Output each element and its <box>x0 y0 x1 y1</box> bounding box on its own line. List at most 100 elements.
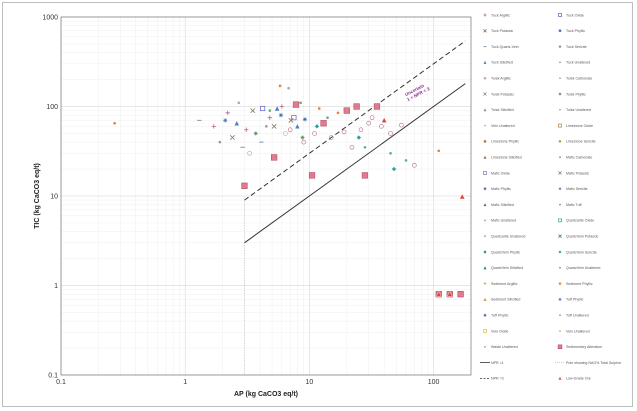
npr-1-line <box>244 83 466 244</box>
data-point <box>292 101 300 108</box>
legend-item: Vein Unaltered <box>559 329 590 333</box>
legend-label: Tuisk Argillic <box>491 77 511 81</box>
legend-marker <box>483 313 487 317</box>
legend-marker <box>483 13 487 17</box>
legend-marker <box>484 345 486 348</box>
legend-marker <box>484 235 486 238</box>
legend-item: Tuisk Potassic <box>483 92 514 96</box>
legend-marker <box>558 187 562 191</box>
legend-item: Limestone Oxide <box>558 123 593 128</box>
data-point <box>229 135 235 141</box>
data-point <box>336 111 340 115</box>
legend-marker <box>559 61 561 64</box>
series-group <box>247 131 288 156</box>
series-group <box>287 115 417 168</box>
legend-marker <box>483 203 487 207</box>
legend-item: QuartzVein Potassic <box>558 234 599 239</box>
data-point <box>271 154 278 161</box>
plot-area-border <box>60 16 472 376</box>
legend-label: Quartzarite Unaltered <box>491 235 525 239</box>
data-point <box>369 115 375 121</box>
legend-label: Mafic Silicified <box>491 203 514 207</box>
legend-marker <box>483 297 487 301</box>
legend-label: Pole showing NAG% Total Sulphur <box>566 361 622 365</box>
legend-marker <box>558 29 562 33</box>
data-point <box>308 172 316 179</box>
data-point <box>271 123 277 129</box>
data-point <box>274 106 280 111</box>
data-point <box>291 115 297 121</box>
legend-item: NPR =1 <box>480 361 504 365</box>
data-point <box>437 149 441 153</box>
legend-item: Vein Unaltered <box>484 124 515 128</box>
legend-item: QuartzVein Silicified <box>483 266 523 270</box>
data-point <box>288 117 294 123</box>
legend-item: Low-Grade Ore <box>557 376 591 381</box>
data-point <box>247 150 252 156</box>
legend-marker <box>483 108 487 112</box>
legend-item: Mafic Potassic <box>558 171 589 175</box>
legend-item: Tuck Argillic <box>483 13 510 17</box>
threshold-lines <box>244 40 466 375</box>
legend-label: Mafic Carbonate <box>566 156 592 160</box>
legend-label: Vein Oxide <box>491 329 508 333</box>
data-point <box>283 131 288 136</box>
legend-label: Mafic Unaltered <box>491 219 516 223</box>
legend-label: QuartzVein Phyllic <box>491 250 520 254</box>
data-point <box>404 159 408 162</box>
legend-marker <box>559 203 561 206</box>
data-point <box>268 109 272 112</box>
data-point <box>267 115 273 120</box>
series-group <box>241 101 464 298</box>
data-point <box>301 139 307 145</box>
legend-marker <box>483 266 487 270</box>
data-point <box>389 151 392 155</box>
legend-label: Limestone Silicified <box>491 156 522 160</box>
legend-label: Mafic Tuff <box>566 203 582 207</box>
y-tick-label: 10 <box>50 194 58 201</box>
legend-marker <box>558 282 562 286</box>
legend-label: QuartzVein Silicified <box>491 266 523 270</box>
legend-item: Tuck Potassic <box>483 29 513 33</box>
scatter-plot: 0.1 1 10 100 0.1 1 10 100 1000 AP (kg CaCO3 eq/t… <box>34 13 622 398</box>
legend-item: Quartzarite Unaltered <box>484 235 525 239</box>
data-point <box>379 124 384 129</box>
legend-label: Tuck Quartz-Vein <box>491 45 519 49</box>
legend-label: Tuisk Silicified <box>491 108 514 112</box>
legend-label: Sediment Silicified <box>491 298 520 302</box>
legend-label: Quartzarite Oxide <box>566 219 594 223</box>
series-group <box>211 104 285 132</box>
legend-marker <box>558 139 562 143</box>
series-group <box>229 108 294 141</box>
legend-marker <box>557 376 563 381</box>
series-group <box>253 131 305 140</box>
legend-item: Tuisk Unaltered <box>559 108 591 112</box>
legend-label: Tuck Sericite <box>566 45 587 49</box>
data-point <box>299 101 302 105</box>
legend-item: Tuff Unaltered <box>559 314 589 318</box>
x-tick-label: 0.1 <box>56 379 66 386</box>
legend-label: QuartzVein Unaltered <box>566 266 600 270</box>
legend-item: Limestone Phyllic <box>483 140 519 144</box>
grid <box>60 16 472 376</box>
legend-label: Tuisk Carbonate <box>566 77 592 81</box>
data-point <box>113 121 116 125</box>
legend-marker <box>559 108 561 111</box>
data-point <box>353 103 360 110</box>
series-group <box>218 125 268 144</box>
x-axis-title: AP (kg CaCO3 eq/t) <box>234 391 298 398</box>
data-point <box>358 127 364 133</box>
data-point <box>312 131 317 136</box>
data-point <box>341 129 347 135</box>
legend-marker <box>558 45 562 49</box>
y-tick-label: 100 <box>46 104 58 111</box>
legend-item: Mafic Unaltered <box>484 219 516 223</box>
legend-item: Quartzarite Oxide <box>558 218 594 223</box>
legend-label: QuartzVein Sericite <box>566 250 597 254</box>
data-point <box>225 110 230 116</box>
data-point <box>218 140 222 144</box>
data-point <box>391 166 397 172</box>
legend-item: Tuff Phyllic <box>483 313 509 318</box>
data-point <box>278 112 284 118</box>
legend-item: Waste Unaltered <box>484 345 518 349</box>
